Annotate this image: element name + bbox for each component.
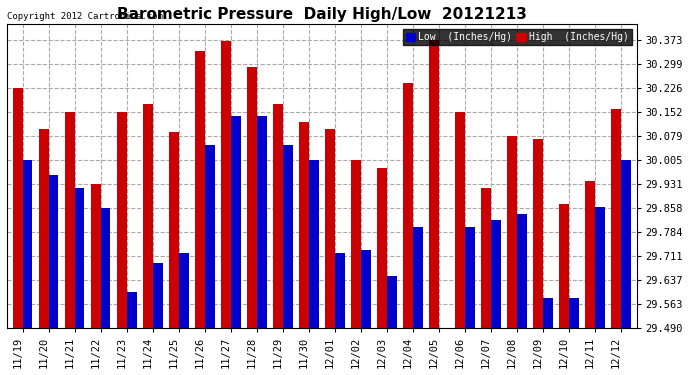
Bar — [257, 116, 266, 328]
Bar — [585, 181, 595, 328]
Bar — [403, 83, 413, 328]
Bar — [377, 168, 387, 328]
Bar — [621, 160, 631, 328]
Bar — [48, 174, 59, 328]
Bar — [387, 276, 397, 328]
Bar — [195, 51, 205, 328]
Bar — [12, 88, 23, 328]
Bar — [101, 208, 110, 328]
Bar — [335, 253, 344, 328]
Bar — [543, 298, 553, 328]
Bar — [299, 122, 308, 328]
Title: Barometric Pressure  Daily High/Low  20121213: Barometric Pressure Daily High/Low 20121… — [117, 7, 526, 22]
Text: Copyright 2012 Cartronics.com: Copyright 2012 Cartronics.com — [7, 12, 163, 21]
Bar — [117, 112, 127, 328]
Bar — [481, 188, 491, 328]
Bar — [351, 160, 361, 328]
Bar — [559, 204, 569, 328]
Bar — [230, 116, 241, 328]
Bar — [507, 136, 517, 328]
Bar — [179, 253, 188, 328]
Bar — [361, 249, 371, 328]
Bar — [221, 41, 230, 328]
Bar — [273, 104, 283, 328]
Bar — [247, 67, 257, 328]
Bar — [611, 109, 621, 328]
Bar — [152, 262, 163, 328]
Bar — [569, 298, 579, 328]
Legend: Low  (Inches/Hg), High  (Inches/Hg): Low (Inches/Hg), High (Inches/Hg) — [403, 29, 631, 45]
Bar — [595, 207, 605, 328]
Bar — [465, 226, 475, 328]
Bar — [325, 129, 335, 328]
Bar — [533, 139, 543, 328]
Bar — [75, 188, 84, 328]
Bar — [517, 214, 526, 328]
Bar — [90, 184, 101, 328]
Bar — [23, 160, 32, 328]
Bar — [429, 40, 439, 328]
Bar — [143, 104, 152, 328]
Bar — [39, 129, 48, 328]
Bar — [308, 160, 319, 328]
Bar — [455, 112, 465, 328]
Bar — [283, 145, 293, 328]
Bar — [413, 226, 423, 328]
Bar — [205, 145, 215, 328]
Bar — [169, 132, 179, 328]
Bar — [127, 292, 137, 328]
Bar — [65, 112, 75, 328]
Bar — [491, 220, 501, 328]
